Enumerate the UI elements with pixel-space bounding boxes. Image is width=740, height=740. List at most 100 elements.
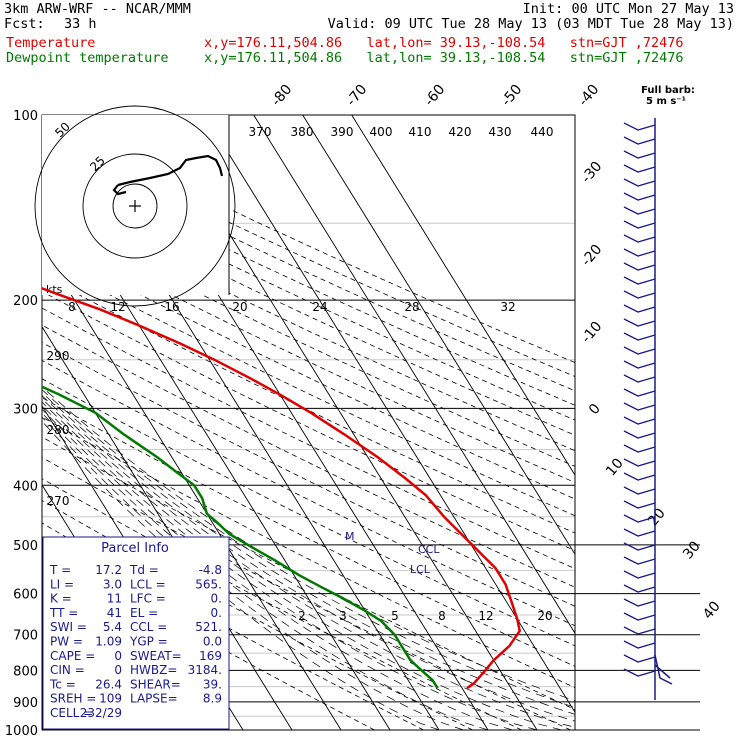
isotherm-label: -20 bbox=[578, 242, 605, 270]
wind-barb bbox=[623, 234, 656, 243]
parcel-value2: 0.0 bbox=[203, 635, 222, 649]
parcel-key2: HWBZ= bbox=[130, 663, 177, 677]
parcel-key2: LAPSE= bbox=[130, 692, 178, 706]
wind-barb bbox=[623, 542, 656, 551]
hodo-speed-label: 28 bbox=[404, 300, 419, 314]
parcel-key: SREH = bbox=[50, 692, 96, 706]
dry-adiabat bbox=[42, 143, 575, 392]
parcel-value: 1.09 bbox=[95, 635, 122, 649]
parcel-value2: 169 bbox=[199, 649, 222, 663]
dry-adiabat bbox=[42, 184, 575, 436]
hodo-speed-label: 20 bbox=[232, 300, 247, 314]
wind-barb bbox=[623, 458, 656, 467]
wind-barb bbox=[623, 150, 656, 159]
wind-barb bbox=[623, 472, 656, 481]
wind-barb bbox=[623, 626, 656, 635]
temperature-profile bbox=[42, 286, 522, 690]
wind-barb bbox=[623, 430, 656, 439]
lcl-label: LCL bbox=[410, 563, 431, 576]
wind-barb bbox=[623, 556, 656, 565]
wind-barb bbox=[623, 514, 656, 523]
fcst-value: 33 h bbox=[64, 16, 97, 32]
parcel-value2: 565. bbox=[195, 577, 222, 591]
dry-adiabat bbox=[42, 228, 575, 483]
temperature-location: x,y=176.11,504.86 lat,lon= 39.13,-108.54… bbox=[204, 35, 684, 51]
parcel-key: CAPE = bbox=[50, 649, 95, 663]
pressure-label-400: 400 bbox=[13, 479, 38, 494]
theta-left-label: 270 bbox=[47, 494, 70, 508]
theta-label: 420 bbox=[449, 125, 472, 139]
parcel-value2: 0. bbox=[211, 592, 222, 606]
parcel-value2: 8.9 bbox=[203, 692, 222, 706]
parcel-key2: SHEAR= bbox=[130, 677, 181, 691]
dry-adiabat bbox=[42, 545, 375, 730]
theta-label: 400 bbox=[370, 125, 393, 139]
pressure-label-100: 100 bbox=[13, 109, 38, 124]
parcel-value: 41 bbox=[107, 606, 122, 620]
parcel-info-box: Parcel Info T = 17.2 Td = -4.8 LI = 3.0 LCL = 56… bbox=[42, 536, 230, 730]
dry-adiabat bbox=[42, 170, 575, 421]
parcel-title: Parcel Info bbox=[101, 541, 169, 556]
hodograph-ring bbox=[82, 153, 188, 259]
wind-barb bbox=[623, 584, 656, 593]
wind-barb bbox=[623, 668, 656, 677]
pressure-label-300: 300 bbox=[13, 402, 38, 417]
parcel-key2: CCL = bbox=[130, 620, 167, 634]
wind-barb bbox=[623, 192, 656, 201]
wind-barb-low bbox=[654, 654, 673, 685]
mixing-ratio-label: 20 bbox=[537, 609, 552, 623]
pressure-label-200: 200 bbox=[13, 294, 38, 309]
wind-barb bbox=[623, 612, 656, 621]
wind-barb bbox=[623, 122, 656, 131]
theta-left-label: 290 bbox=[47, 349, 70, 363]
parcel-key2: EL = bbox=[130, 606, 158, 620]
isotherm-label: -70 bbox=[343, 82, 370, 110]
dry-adiabat bbox=[42, 397, 575, 667]
isotherm-label: -50 bbox=[498, 82, 525, 110]
isotherm bbox=[302, 115, 575, 556]
parcel-key2: LFC = bbox=[130, 592, 166, 606]
dry-adiabat bbox=[42, 307, 575, 570]
wind-barb bbox=[623, 220, 656, 229]
wind-barb bbox=[623, 486, 656, 495]
parcel-key2: LCL = bbox=[130, 577, 166, 591]
wind-barb bbox=[623, 304, 656, 313]
dewpoint-label: Dewpoint temperature bbox=[6, 50, 169, 66]
wind-barbs: Full barb:5 m s⁻¹ bbox=[623, 85, 695, 700]
wind-barb bbox=[623, 332, 656, 341]
theta-label: 390 bbox=[331, 125, 354, 139]
parcel-value2: 39. bbox=[203, 677, 222, 691]
hodo-speed-label: 12 bbox=[110, 300, 125, 314]
wind-barb bbox=[623, 402, 656, 411]
wind-barb bbox=[623, 276, 656, 285]
moist-adiabat bbox=[42, 416, 464, 730]
wind-barb bbox=[623, 136, 656, 145]
valid-time: Valid: 09 UTC Tue 28 May 13 (03 MDT Tue … bbox=[327, 16, 734, 32]
wind-barb bbox=[623, 346, 656, 355]
dry-adiabat bbox=[42, 342, 575, 607]
isotherm-label: -40 bbox=[575, 82, 602, 110]
parcel-value: 0 bbox=[114, 649, 122, 663]
hodo-speed-label: 32 bbox=[500, 300, 515, 314]
sounding-profiles bbox=[42, 286, 522, 690]
wind-barb bbox=[623, 360, 656, 369]
wind-barb bbox=[623, 248, 656, 257]
parcel-value: 17.2 bbox=[95, 563, 122, 577]
hodograph-trace bbox=[112, 154, 224, 196]
wind-barb bbox=[623, 416, 656, 425]
parcel-key: CIN = bbox=[50, 663, 85, 677]
parcel-key2: YGP = bbox=[129, 635, 168, 649]
parcel-key2: Td = bbox=[129, 563, 159, 577]
parcel-key: K = bbox=[50, 592, 72, 606]
dewpoint-location: x,y=176.11,504.86 lat,lon= 39.13,-108.54… bbox=[204, 50, 684, 66]
hodo-speed-label: 24 bbox=[312, 300, 327, 314]
parcel-key: Tc = bbox=[49, 677, 76, 691]
wind-barb bbox=[623, 262, 656, 271]
wind-barb bbox=[623, 388, 656, 397]
mixing-ratio-label: 8 bbox=[438, 609, 446, 623]
mixing-ratio-label: 5 bbox=[391, 609, 399, 623]
wind-barb bbox=[623, 206, 656, 215]
model-title: 3km ARW-WRF -- NCAR/MMM bbox=[4, 1, 191, 17]
dry-adiabat bbox=[42, 436, 575, 711]
